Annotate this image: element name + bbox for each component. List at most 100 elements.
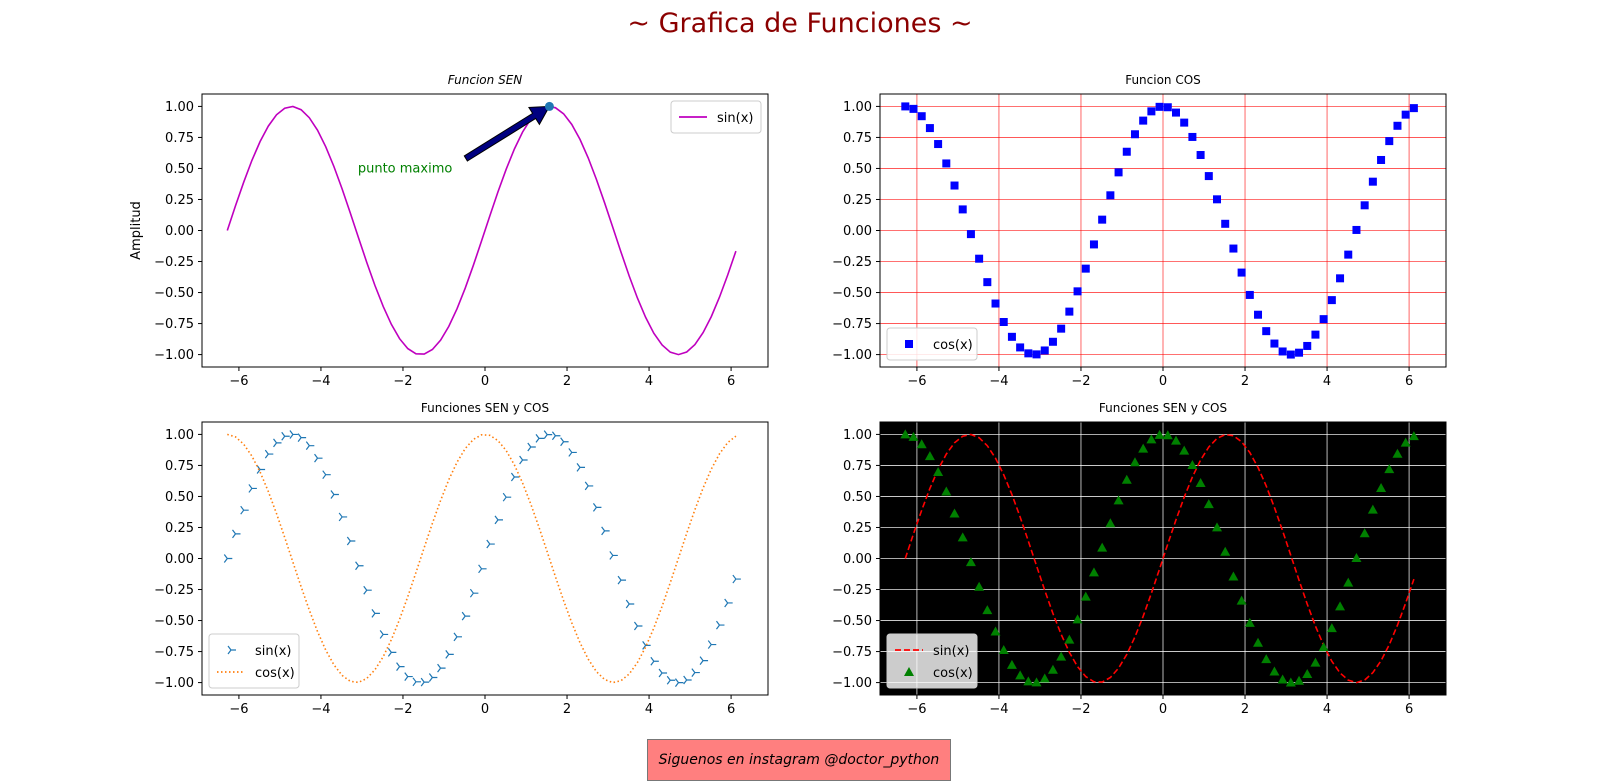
y-tick-label: 0.00 (165, 552, 194, 567)
legend: sin(x) cos(x) (886, 633, 978, 689)
data-point-cos (1326, 623, 1337, 633)
x-tick-label: 0 (481, 702, 489, 717)
y-tick-label: 0.00 (165, 224, 194, 239)
data-point-sin (363, 585, 372, 595)
x-tick-label: 6 (1405, 702, 1413, 717)
y-tick-label: −0.75 (832, 645, 872, 660)
data-point-cos (1195, 478, 1206, 488)
data-point-sin (592, 502, 602, 512)
data-point-cos (974, 581, 985, 591)
x-tick-label: 4 (1323, 702, 1331, 717)
data-point-cos (1278, 347, 1287, 356)
x-tick-label: 2 (1241, 702, 1249, 717)
data-point-sin (543, 430, 553, 439)
data-point-cos (1343, 577, 1354, 587)
data-point-cos (1254, 310, 1263, 319)
data-point-cos (1336, 274, 1345, 283)
series-group (900, 429, 1419, 687)
data-point-sin (330, 490, 339, 499)
data-point-sin (683, 675, 692, 685)
data-point-cos (1188, 132, 1197, 141)
x-tick-label: −2 (1071, 374, 1090, 389)
data-point-cos (1221, 219, 1230, 228)
data-point-sin (338, 512, 348, 522)
data-point-cos (1245, 290, 1254, 299)
data-point-cos (1360, 201, 1369, 210)
data-point-cos (1180, 118, 1189, 127)
chart-title: Funciones SEN y COS (421, 401, 549, 415)
data-point-cos (983, 278, 992, 287)
data-point-sin (256, 465, 266, 474)
data-point-cos (1311, 330, 1320, 339)
y-tick-label: 0.50 (165, 162, 194, 177)
data-point-sin (322, 470, 331, 480)
data-point-cos (1335, 601, 1346, 611)
data-point-sin (519, 455, 528, 465)
data-point-sin (445, 650, 454, 659)
data-point-cos (1277, 674, 1288, 684)
data-point-sin (346, 536, 356, 546)
data-point-cos (949, 508, 960, 518)
data-point-sin (699, 656, 709, 665)
data-point-cos (933, 467, 944, 477)
data-point-cos (1261, 654, 1272, 664)
data-point-sin (551, 431, 561, 441)
data-point-cos (916, 439, 927, 449)
figure-title: ~ Grafica de Funciones ~ (627, 8, 973, 39)
data-point-cos (1368, 177, 1377, 186)
data-point-cos (1253, 637, 1264, 647)
data-point-sin (650, 656, 659, 666)
data-point-cos (1007, 332, 1016, 341)
data-point-cos (1040, 346, 1049, 355)
data-point-cos (1286, 350, 1295, 359)
chart-p1: −6 −4 −2 0 2 4 6 −1.00 −0.75 −0.50 −0.25 0.00 0.25 0.… (129, 73, 769, 389)
data-point-cos (1088, 567, 1099, 577)
series-line-sin (904, 433, 1415, 684)
data-point-sin (379, 630, 389, 639)
data-point-cos (1203, 499, 1214, 509)
data-point-cos (990, 626, 1001, 636)
data-point-cos (909, 104, 918, 113)
footer-note: Siguenos en instagram @doctor_python (647, 739, 951, 781)
data-point-cos (1269, 666, 1280, 676)
x-tick-label: −6 (229, 374, 248, 389)
data-point-cos (1039, 673, 1050, 683)
data-point-cos (1154, 429, 1165, 439)
data-point-cos (1270, 339, 1279, 348)
data-point-cos (1105, 518, 1116, 528)
data-point-cos (1220, 546, 1231, 556)
data-point-sin (601, 526, 610, 536)
data-point-cos (1089, 240, 1098, 249)
data-point-sin (724, 598, 733, 608)
data-point-cos (1023, 676, 1034, 686)
y-tick-label: −0.25 (832, 255, 872, 270)
data-point-cos (950, 181, 959, 190)
data-point-cos (1401, 110, 1410, 119)
data-point-cos (901, 102, 910, 111)
data-point-sin (568, 448, 577, 457)
data-point-sin (535, 434, 545, 443)
data-point-sin (420, 677, 430, 687)
data-point-cos (1047, 664, 1058, 674)
data-point-cos (1057, 324, 1066, 333)
y-tick-label: −0.50 (154, 286, 194, 301)
data-point-cos (1179, 445, 1190, 455)
series-line-cos (227, 433, 737, 684)
x-tick-label: 2 (563, 702, 571, 717)
data-point-cos (1072, 614, 1083, 624)
data-point-sin (494, 515, 503, 525)
data-point-cos (1114, 168, 1123, 177)
data-point-cos (1400, 437, 1411, 447)
x-tick-label: 4 (645, 702, 653, 717)
data-point-cos (1113, 495, 1124, 505)
x-tick-label: 6 (1405, 374, 1413, 389)
data-point-sin (617, 575, 627, 585)
data-point-cos (1236, 595, 1247, 605)
x-tick-label: 2 (563, 374, 571, 389)
data-point-sin (240, 505, 249, 515)
legend-box (670, 100, 762, 134)
data-point-cos (1146, 434, 1157, 444)
y-tick-label: 0.75 (165, 131, 194, 146)
data-point-sin (560, 437, 569, 447)
